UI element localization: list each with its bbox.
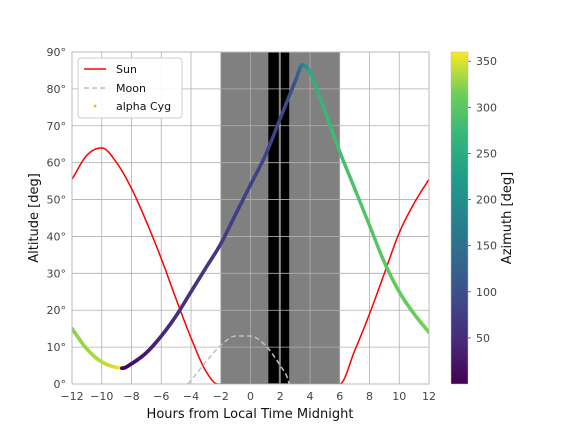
x-tick-label: −8 bbox=[123, 390, 139, 403]
data-series bbox=[72, 63, 429, 384]
sun-line bbox=[72, 147, 429, 384]
legend-box bbox=[77, 57, 183, 119]
twilight-band-1 bbox=[268, 52, 279, 384]
legend: Sun Moon alpha Cyg bbox=[77, 57, 183, 119]
y-tick-label: 70° bbox=[47, 120, 67, 133]
y-axis-label: Altitude [deg] bbox=[27, 173, 42, 263]
colorbar-tick-label: 100 bbox=[476, 286, 497, 299]
x-axis-label: Hours from Local Time Midnight bbox=[147, 407, 354, 422]
legend-alpha-cyg-swatch bbox=[93, 104, 97, 108]
legend-alpha-cyg-label: alpha Cyg bbox=[116, 100, 171, 113]
y-tick-label: 90° bbox=[47, 46, 67, 59]
y-tick-label: 0° bbox=[54, 378, 67, 391]
colorbar-tick-label: 350 bbox=[476, 55, 497, 68]
x-tick-label: −10 bbox=[90, 390, 113, 403]
x-tick-label: 12 bbox=[422, 390, 436, 403]
colorbar-tick-label: 150 bbox=[476, 240, 497, 253]
x-tick-label: −2 bbox=[213, 390, 229, 403]
colorbar-tick-label: 250 bbox=[476, 147, 497, 160]
y-tick-labels: 0° 10° 20° 30° 40° 50° 60° 70° 80° 90° bbox=[47, 46, 67, 391]
x-tick-label: −6 bbox=[153, 390, 169, 403]
colorbar-tick-label: 200 bbox=[476, 194, 497, 207]
moon-line bbox=[187, 335, 290, 384]
y-tick-label: 50° bbox=[47, 194, 67, 207]
y-tick-label: 30° bbox=[47, 267, 67, 280]
colorbar-tick-label: 50 bbox=[476, 332, 490, 345]
plot-frame bbox=[71, 51, 430, 385]
colorbar bbox=[450, 51, 469, 385]
y-tick-label: 60° bbox=[47, 157, 67, 170]
y-tick-label: 10° bbox=[47, 341, 67, 354]
x-tick-label: 10 bbox=[392, 390, 406, 403]
x-tick-label: 2 bbox=[277, 390, 284, 403]
x-tick-labels: −12 −10 −8 −6 −4 −2 0 2 4 6 8 10 12 bbox=[60, 390, 436, 403]
x-tick-label: −12 bbox=[60, 390, 83, 403]
x-tick-label: 8 bbox=[366, 390, 373, 403]
alpha-cyg-track bbox=[72, 63, 429, 370]
colorbar-tick-labels: 50 100 150 200 250 300 350 bbox=[468, 55, 497, 345]
twilight-band-2 bbox=[280, 52, 290, 384]
x-tick-label: 0 bbox=[247, 390, 254, 403]
x-tick-label: 4 bbox=[307, 390, 314, 403]
legend-moon-label: Moon bbox=[116, 82, 146, 95]
y-tick-label: 20° bbox=[47, 304, 67, 317]
y-tick-label: 40° bbox=[47, 230, 67, 243]
legend-sun-label: Sun bbox=[116, 63, 137, 76]
x-tick-label: −4 bbox=[183, 390, 199, 403]
colorbar-tick-label: 300 bbox=[476, 101, 497, 114]
x-tick-label: 6 bbox=[336, 390, 343, 403]
colorbar-label: Azimuth [deg] bbox=[500, 172, 515, 264]
y-tick-label: 80° bbox=[47, 83, 67, 96]
